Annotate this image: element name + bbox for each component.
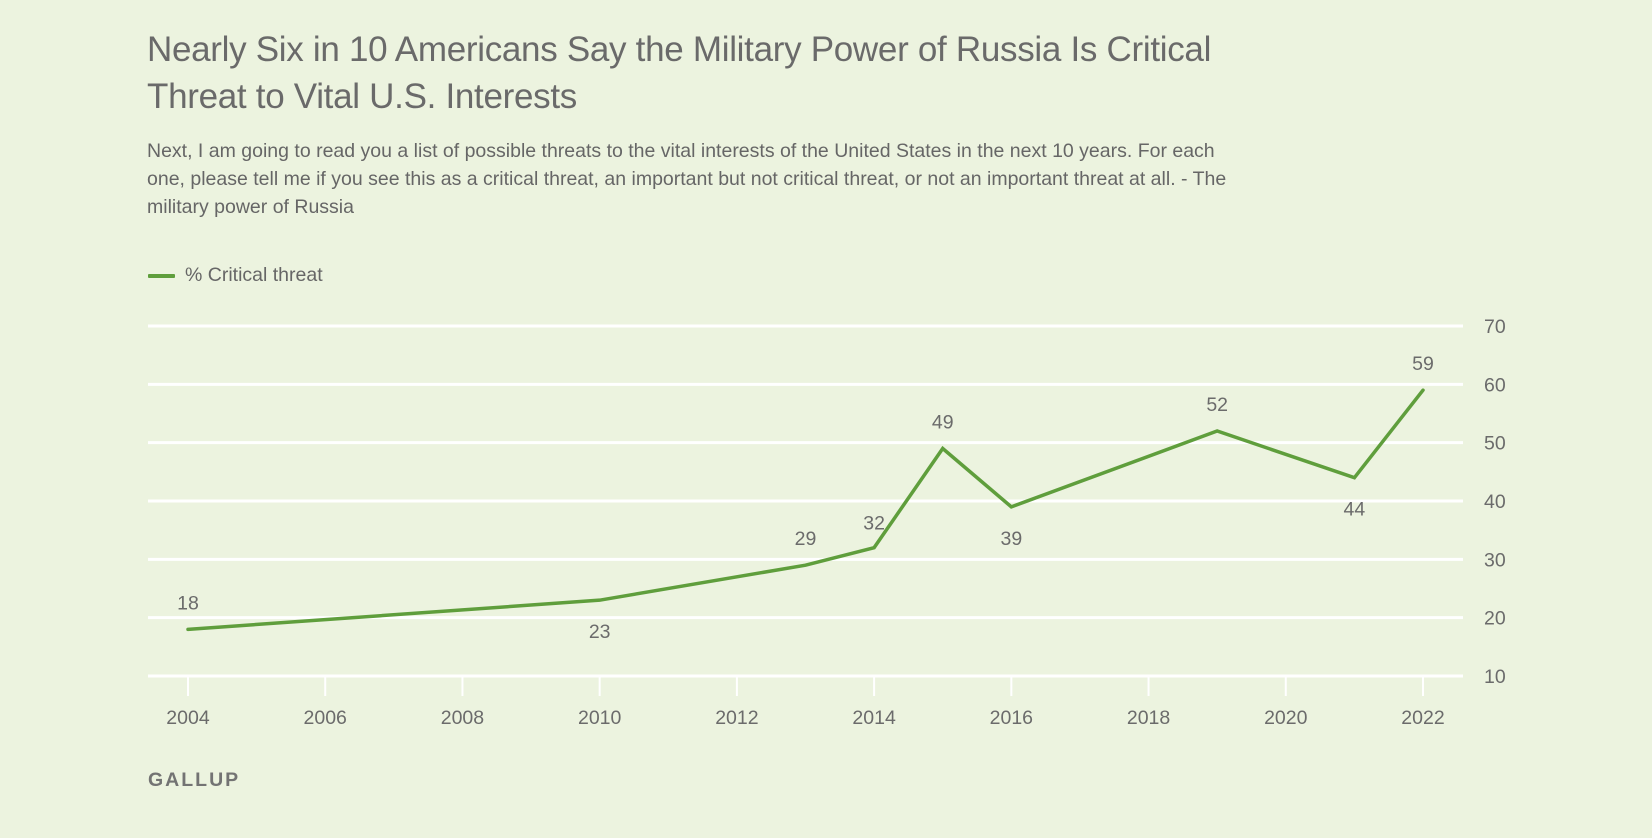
y-tick-label: 60 [1484,374,1506,396]
data-label-2013: 29 [795,528,817,550]
y-tick-label: 10 [1484,666,1506,688]
legend: % Critical threat [148,264,323,287]
x-tick-label: 2006 [304,707,347,729]
y-tick-label: 70 [1484,316,1506,338]
y-tick-label: 40 [1484,491,1506,513]
x-tick-label: 2016 [990,707,1033,729]
data-label-2010: 23 [589,621,611,643]
source-logo: GALLUP [148,769,241,791]
x-tick-label: 2004 [166,707,210,729]
data-labels: 18 23 29 32 49 39 52 44 59 [177,353,1434,643]
legend-label: % Critical threat [185,264,323,286]
x-tick-label: 2010 [578,707,622,729]
y-axis: 10 20 30 40 50 60 70 [1484,316,1506,688]
x-tick-label: 2020 [1264,707,1308,729]
y-tick-label: 50 [1484,433,1506,455]
data-label-2004: 18 [177,592,199,614]
data-label-2015: 49 [932,412,954,434]
chart-title: Nearly Six in 10 Americans Say the Milit… [147,30,1212,116]
y-tick-label: 30 [1484,549,1506,571]
series-layer [186,388,1425,632]
gridlines [148,324,1463,678]
data-label-2019: 52 [1206,394,1228,416]
series-line-critical-threat [186,388,1425,632]
chart-subtitle: Next, I am going to read you a list of p… [147,140,1227,218]
data-label-2022: 59 [1412,353,1434,375]
y-tick-label: 20 [1484,608,1506,630]
x-tick-label: 2022 [1401,707,1444,729]
x-axis: 2004 2006 2008 2010 2012 2014 2016 2018 2020 2022 [166,676,1445,729]
data-label-2014: 32 [863,513,885,535]
legend-line-swatch [148,273,175,278]
x-tick-label: 2018 [1127,707,1170,729]
data-label-2016: 39 [1000,528,1022,550]
x-tick-label: 2014 [852,707,896,729]
data-label-2021: 44 [1344,499,1366,521]
x-tick-label: 2008 [441,707,484,729]
x-tick-label: 2012 [715,707,758,729]
